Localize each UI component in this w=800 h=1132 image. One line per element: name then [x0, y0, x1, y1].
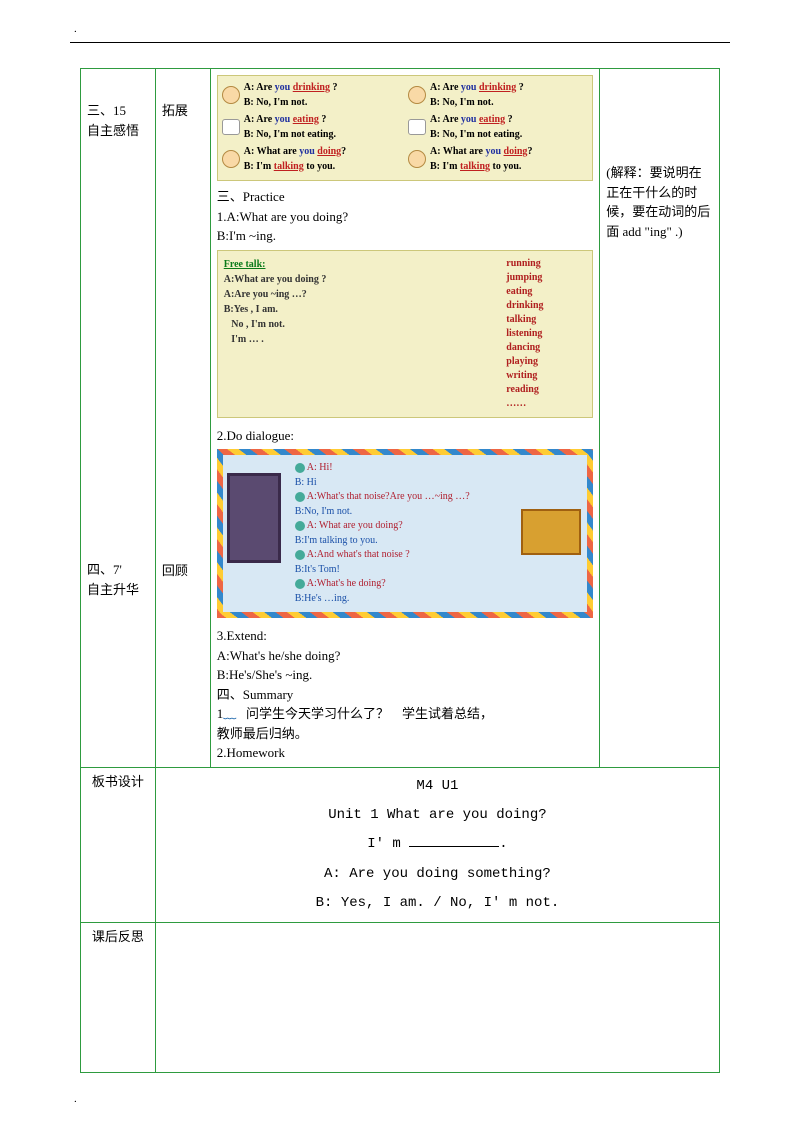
board-label: 板书设计 — [87, 772, 149, 792]
extend-line: A:What's he/she doing? — [217, 646, 594, 666]
footer-dot: . — [74, 1093, 780, 1105]
board-content: M4 U1 Unit 1 What are you doing? I' m . … — [162, 772, 713, 919]
content-cell: A: Are you drinking ?B: No, I'm not. A: … — [210, 69, 600, 768]
dlg-a: A:What's he doing? — [307, 578, 386, 589]
reflection-row: 课后反思 — [81, 923, 720, 1073]
stage-title: 自主升华 — [87, 580, 149, 600]
dlg-a: A:What's that noise?Are you …~ing …? — [307, 491, 470, 502]
ft-line: A:Are you ~ing …? — [224, 287, 507, 302]
stage-title: 自主感悟 — [87, 121, 149, 141]
board-design-row: 板书设计 M4 U1 Unit 1 What are you doing? I'… — [81, 767, 720, 923]
bullet-icon — [295, 521, 305, 531]
ft-line: No , I'm not. — [224, 317, 507, 332]
board-content-cell: M4 U1 Unit 1 What are you doing? I' m . … — [155, 767, 719, 923]
dialogue-slide: A: Hi! B: Hi A:What's that noise?Are you… — [217, 449, 594, 618]
word: playing — [506, 355, 586, 369]
food-icon — [222, 119, 240, 135]
summary-title: 四、Summary — [217, 685, 594, 705]
bullet-icon — [295, 463, 305, 473]
face-icon — [222, 150, 240, 168]
board-line: B: Yes, I am. / No, I' m not. — [162, 889, 713, 918]
teaching-notes: (解释：要说明在正在干什么的时候，要在动词的后面 add "ing" .) — [606, 163, 713, 241]
face-icon — [408, 86, 426, 104]
summary-line: 1﹏ 问学生今天学习什么了？ 学生试着总结， — [217, 704, 594, 724]
dlg-b: B: Hi — [295, 476, 580, 491]
board-line: I' m . — [162, 830, 713, 859]
free-talk-slide: Free talk: A:What are you doing ? A:Are … — [217, 250, 594, 418]
free-talk-words: running jumping eating drinking talking … — [506, 257, 586, 411]
face-icon — [222, 86, 240, 104]
stage-num: 四、7' — [87, 560, 149, 580]
section-title: 三、Practice — [217, 187, 594, 207]
method-cell: 拓展 回顾 — [155, 69, 210, 768]
bullet-icon — [295, 550, 305, 560]
ft-line: I'm … . — [224, 332, 507, 347]
free-talk-title: Free talk: — [224, 257, 507, 272]
dlg-b: B:It's Tom! — [295, 563, 580, 578]
wave-icon: ﹏ — [223, 706, 236, 721]
board-unit: Unit 1 What are you doing? — [162, 801, 713, 830]
word: …… — [506, 397, 586, 411]
slide-right: A: Are you drinking ?B: No, I'm not. A: … — [408, 80, 588, 176]
board-label-cell: 板书设计 — [81, 767, 156, 923]
word: writing — [506, 369, 586, 383]
method-label: 回顾 — [162, 561, 204, 581]
dlg-a: A:And what's that noise ? — [307, 549, 410, 560]
lesson-plan-table: 三、15 自主感悟 四、7' 自主升华 拓展 回顾 A: Are you dri… — [80, 68, 720, 1073]
reflect-label-cell: 课后反思 — [81, 923, 156, 1073]
word: drinking — [506, 299, 586, 313]
extend-line: B:He's/She's ~ing. — [217, 665, 594, 685]
word: talking — [506, 313, 586, 327]
notes-cell: (解释：要说明在正在干什么的时候，要在动词的后面 add "ing" .) — [600, 69, 720, 768]
qa-line: 2.Do dialogue: — [217, 426, 594, 446]
stage-num: 三、15 — [87, 101, 149, 121]
homework-line: 2.Homework — [217, 743, 594, 763]
board-title: M4 U1 — [162, 772, 713, 801]
qa-line: B:I'm ~ing. — [217, 226, 594, 246]
board-line: A: Are you doing something? — [162, 860, 713, 889]
ft-line: B:Yes , I am. — [224, 302, 507, 317]
summary-line: 教师最后归纳。 — [217, 724, 594, 744]
bullet-icon — [295, 579, 305, 589]
reflect-content-cell — [155, 923, 719, 1073]
page-header: . — [70, 20, 730, 43]
dlg-b: B:He's …ing. — [295, 592, 580, 607]
doraemon-image — [227, 473, 281, 563]
method-label: 拓展 — [162, 101, 204, 121]
fill-blank — [409, 835, 499, 847]
slide-left: A: Are you drinking ?B: No, I'm not. A: … — [222, 80, 402, 176]
dlg-a: A: Hi! — [307, 462, 333, 473]
word: dancing — [506, 341, 586, 355]
word: listening — [506, 327, 586, 341]
extend-line: 3.Extend: — [217, 626, 594, 646]
free-talk-left: Free talk: A:What are you doing ? A:Are … — [224, 257, 507, 411]
qa-line: 1.A:What are you doing? — [217, 207, 594, 227]
dlg-a: A: What are you doing? — [307, 520, 403, 531]
face-icon — [408, 150, 426, 168]
reflect-label: 课后反思 — [87, 927, 149, 947]
word: eating — [506, 285, 586, 299]
header-dot: . — [70, 23, 77, 35]
word: jumping — [506, 271, 586, 285]
word: reading — [506, 383, 586, 397]
slide-qa-pairs: A: Are you drinking ?B: No, I'm not. A: … — [217, 75, 594, 181]
ft-line: A:What are you doing ? — [224, 272, 507, 287]
food-icon — [408, 119, 426, 135]
word: running — [506, 257, 586, 271]
stage-cell: 三、15 自主感悟 四、7' 自主升华 — [81, 69, 156, 768]
bullet-icon — [295, 492, 305, 502]
character-image — [521, 509, 581, 555]
